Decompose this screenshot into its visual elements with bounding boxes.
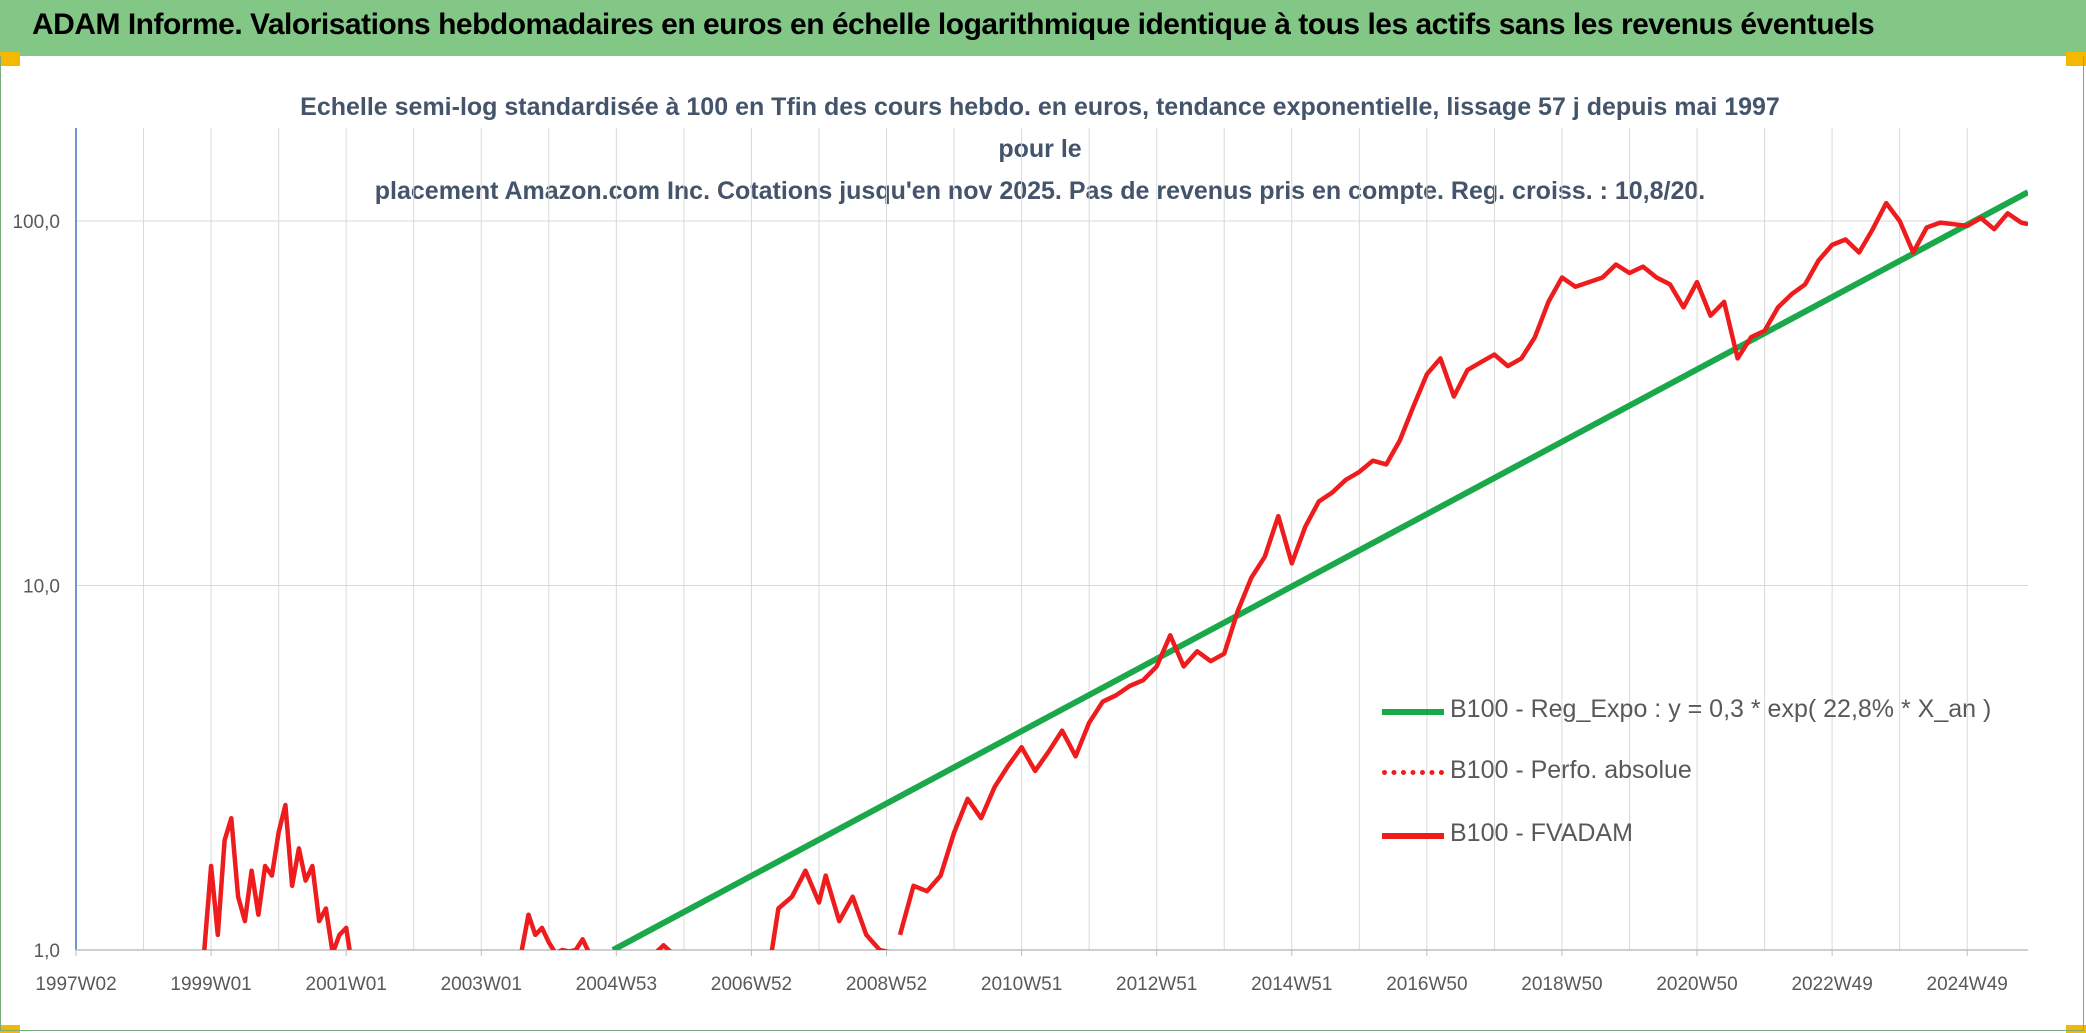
x-tick-label-1: 1999W01 — [170, 974, 251, 995]
y-tick-label-2: 100,0 — [12, 212, 60, 233]
chart-title-line-1: Echelle semi-log standardisée à 100 en T… — [300, 93, 1780, 163]
y-tick-label-0: 1,0 — [34, 941, 60, 962]
chart-title-line-2: placement Amazon.com Inc. Cotations jusq… — [374, 177, 1706, 205]
x-tick-label-6: 2008W52 — [846, 974, 927, 995]
legend-swatch-trend — [1382, 709, 1444, 715]
x-tick-label-13: 2022W49 — [1791, 974, 1872, 995]
x-tick-label-2: 2001W01 — [306, 974, 387, 995]
x-tick-label-5: 2006W52 — [711, 974, 792, 995]
x-tick-label-0: 1997W02 — [35, 974, 116, 995]
x-tick-label-7: 2010W51 — [981, 974, 1062, 995]
series-fvadam-segment-0 — [202, 802, 352, 950]
corner-marker-bottom-right — [2066, 1025, 2086, 1033]
series-fvadam-segment-1 — [519, 912, 591, 950]
y-tick-label-1: 10,0 — [23, 577, 60, 598]
chart-title: Echelle semi-log standardisée à 100 en T… — [290, 86, 1790, 212]
legend-swatch-perfo — [1382, 770, 1444, 775]
series-trend-line — [611, 189, 2028, 950]
corner-marker-bottom-left — [0, 1025, 20, 1033]
legend-swatch-fvadam — [1382, 833, 1444, 839]
x-tick-label-11: 2018W50 — [1521, 974, 1602, 995]
x-tick-label-8: 2012W51 — [1116, 974, 1197, 995]
report-header: ADAM Informe. Valorisations hebdomadaire… — [0, 0, 2086, 56]
legend-label-trend: B100 - Reg_Expo : y = 0,3 * exp( 22,8% *… — [1450, 695, 1992, 723]
legend-label-perfo: B100 - Perfo. absolue — [1450, 756, 1692, 784]
corner-marker-left — [0, 52, 20, 66]
legend-label-fvadam: B100 - FVADAM — [1450, 819, 1633, 847]
report-title: ADAM Informe. Valorisations hebdomadaire… — [32, 8, 1875, 41]
x-tick-label-9: 2014W51 — [1251, 974, 1332, 995]
x-tick-label-4: 2004W53 — [576, 974, 657, 995]
chart-frame — [0, 56, 2084, 1031]
series-fvadam-segment-4 — [897, 200, 2028, 936]
series-fvadam-segment-3 — [769, 868, 890, 950]
x-tick-label-12: 2020W50 — [1656, 974, 1737, 995]
x-tick-label-3: 2003W01 — [441, 974, 522, 995]
series-fvadam-segment-2 — [655, 943, 672, 950]
corner-marker-right — [2066, 52, 2086, 66]
x-tick-label-10: 2016W50 — [1386, 974, 1467, 995]
x-tick-label-14: 2024W49 — [1927, 974, 2008, 995]
